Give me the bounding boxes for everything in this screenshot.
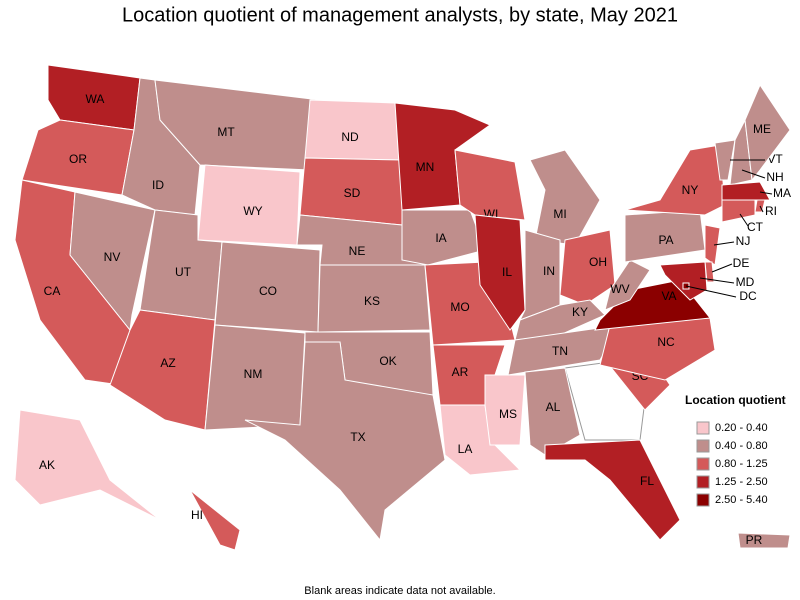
state [559, 229, 616, 306]
footnote: Blank areas indicate data not available. [304, 585, 495, 597]
state [604, 259, 651, 311]
leaders [685, 159, 773, 298]
state [507, 324, 621, 376]
state-label: OR [69, 152, 87, 166]
state-label: MS [499, 407, 517, 421]
state-label: LA [458, 442, 473, 456]
legend-swatch [696, 439, 710, 453]
state-label: NH [766, 170, 783, 184]
state [624, 144, 726, 216]
state-label: CA [44, 284, 61, 298]
leader-line [741, 169, 766, 179]
state-label: NC [657, 335, 675, 349]
state-label: ND [341, 130, 359, 144]
state [401, 209, 486, 266]
state [21, 119, 135, 196]
legend-label: 0.40 - 0.80 [715, 440, 768, 452]
state-label: MN [416, 160, 435, 174]
state-label: SD [344, 186, 361, 200]
leader-line [685, 285, 737, 298]
state-label: NV [104, 250, 121, 264]
state-label: DC [739, 289, 757, 303]
state [189, 489, 241, 551]
leader-line [739, 213, 749, 227]
state [529, 149, 601, 246]
state [659, 261, 708, 301]
state-label: CO [259, 284, 277, 298]
state-label: IL [502, 265, 512, 279]
legend-label: 2.50 - 5.40 [715, 494, 768, 506]
state [154, 79, 321, 171]
state-label: MA [773, 186, 791, 200]
state-label: OK [379, 354, 396, 368]
state [317, 264, 431, 333]
legend-title: Location quotient [685, 393, 786, 407]
state-label: AZ [160, 356, 175, 370]
map-title: Location quotient of management analysts… [122, 4, 678, 26]
state-label: IA [435, 231, 446, 245]
state [14, 409, 161, 521]
state-label: WY [243, 204, 262, 218]
state-label: KY [572, 305, 588, 319]
state [244, 341, 446, 542]
legend-swatch [696, 421, 710, 435]
state-label: MI [553, 207, 566, 221]
state-label: MO [450, 300, 469, 314]
state-label: WA [86, 92, 105, 106]
state-label: RI [765, 204, 777, 218]
state-label: IN [543, 264, 555, 278]
state [721, 199, 756, 223]
state-label: OH [589, 255, 607, 269]
state-label: ID [152, 178, 164, 192]
state [544, 439, 681, 541]
leader-line [759, 205, 764, 213]
state-label: AL [546, 400, 561, 414]
legend: 0.20 - 0.40 0.40 - 0.80 0.80 - 1.25 1.25 - … [696, 421, 768, 507]
state [721, 181, 771, 201]
state-label: NY [682, 183, 699, 197]
state-label: TN [552, 344, 568, 358]
state-label: ME [753, 122, 771, 136]
state-label: VA [661, 289, 676, 303]
state [484, 374, 526, 446]
state [69, 191, 156, 332]
state-label: NE [349, 244, 366, 258]
state-label: MD [736, 275, 755, 289]
legend-label: 1.25 - 2.50 [715, 476, 768, 488]
state-label: DE [733, 256, 750, 270]
state-label: AR [452, 365, 469, 379]
leader-line [699, 277, 735, 284]
state [704, 224, 721, 266]
state-label: MT [217, 125, 235, 139]
state [714, 139, 736, 181]
legend-swatch [696, 493, 710, 507]
legend-swatch [696, 457, 710, 471]
state [744, 83, 791, 182]
state-label: NM [244, 367, 263, 381]
state [474, 214, 526, 331]
state-label: HI [191, 508, 203, 522]
state-label: FL [640, 474, 654, 488]
state [737, 532, 791, 549]
state-label: WV [610, 282, 629, 296]
states: WA OR CA NV ID MT WY UT AZ CO NM ND SD NE KS OK TX MN IA MO… [14, 64, 791, 551]
state-label: PA [658, 233, 673, 247]
leader-line [713, 241, 735, 246]
state-label: TX [350, 430, 365, 444]
state-label: AK [39, 458, 55, 472]
state-label: UT [175, 265, 192, 279]
leader-line [711, 263, 733, 273]
state-label: KS [364, 294, 380, 308]
state-label: NJ [736, 234, 751, 248]
legend-label: 0.20 - 0.40 [715, 422, 768, 434]
leader-line [759, 191, 773, 195]
legend-label: 0.80 - 1.25 [715, 458, 768, 470]
state-label: CT [747, 220, 764, 234]
legend-swatch [696, 475, 710, 489]
state-label: PR [746, 533, 763, 547]
